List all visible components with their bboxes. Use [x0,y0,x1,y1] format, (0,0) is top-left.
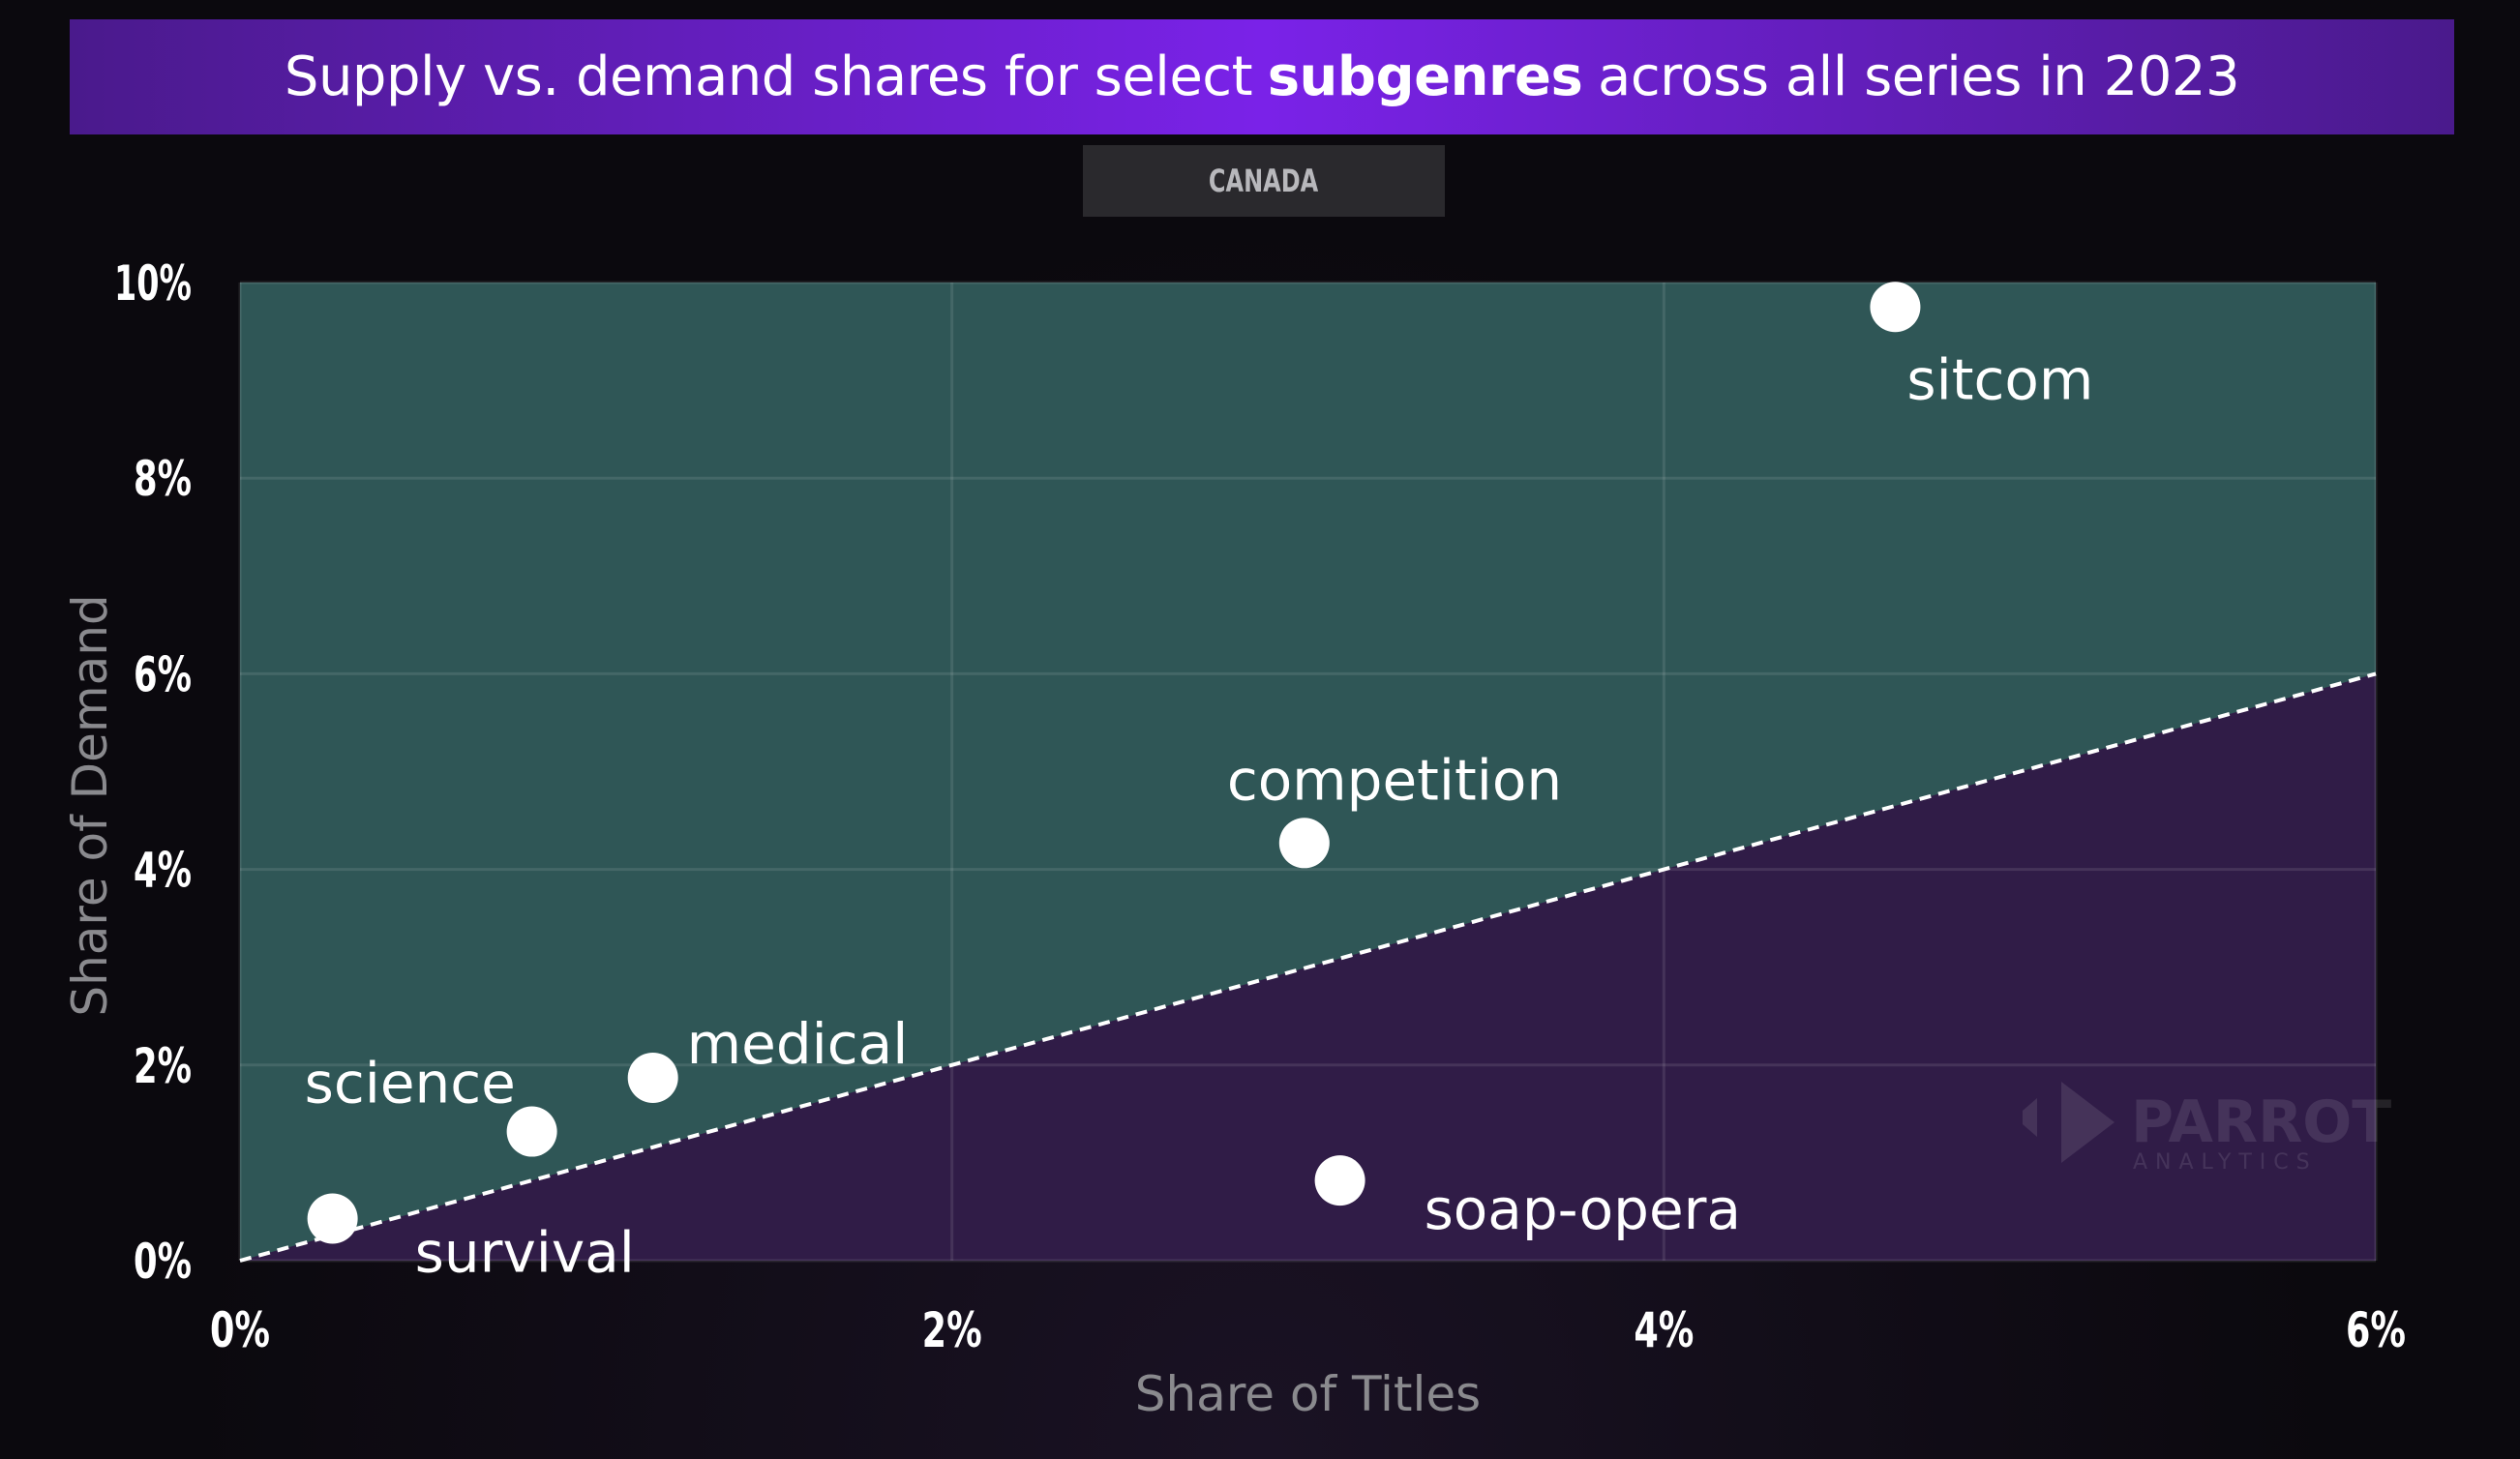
parity-reference-line [239,671,2377,1263]
chart-title-banner: Supply vs. demand shares for select subg… [70,19,2454,134]
reference-line [239,671,2377,1263]
watermark-sub: ANALYTICS [2133,1150,2318,1175]
x-tick-label: 6% [2346,1302,2406,1358]
y-axis-ticks: 0% 2% 4% 6% 8% 10% [114,255,192,1290]
data-point-science[interactable] [506,1106,557,1157]
point-label-soap-opera: soap-opera [1425,1176,1741,1242]
x-tick-label: 0% [210,1302,270,1358]
grid-lines [238,281,2378,1263]
title-suffix: across all series in 2023 [1598,45,2240,108]
parrot-logo-accent-icon [2023,1098,2037,1137]
y-tick-label: 0% [134,1234,192,1290]
watermark-brand: PARROT [2131,1088,2391,1156]
parrot-logo-icon [2061,1082,2115,1163]
region-tab-label: CANADA [1209,163,1319,199]
x-axis-ticks: 0% 2% 4% 6% [210,1302,2406,1358]
y-tick-label: 4% [134,843,192,899]
point-label-competition: competition [1227,747,1562,813]
x-axis-title: Share of Titles [1135,1366,1481,1422]
y-tick-label: 10% [114,255,192,312]
axis-titles: Share of Titles Share of Demand [62,594,1481,1422]
y-tick-label: 6% [134,646,192,702]
y-tick-label: 2% [134,1038,192,1094]
y-tick-label: 8% [134,451,192,507]
y-axis-title: Share of Demand [62,594,118,1016]
x-tick-label: 4% [1634,1302,1694,1358]
data-point-medical[interactable] [627,1052,678,1103]
data-point-sitcom[interactable] [1870,282,1921,333]
data-point-competition[interactable] [1278,818,1330,869]
title-emphasis: subgenres [1267,45,1583,108]
title-prefix: Supply vs. demand shares for select [284,45,1253,108]
region-tab[interactable]: CANADA [1083,145,1445,217]
data-point-survival[interactable] [307,1193,358,1244]
point-label-medical: medical [687,1011,909,1077]
data-point-soap-opera[interactable] [1314,1155,1365,1206]
data-points: sitcom competition medical science survival s… [305,282,2093,1286]
point-label-science: science [305,1051,516,1117]
point-label-sitcom: sitcom [1906,346,2093,412]
x-tick-label: 2% [922,1302,982,1358]
point-label-survival: survival [415,1220,635,1286]
